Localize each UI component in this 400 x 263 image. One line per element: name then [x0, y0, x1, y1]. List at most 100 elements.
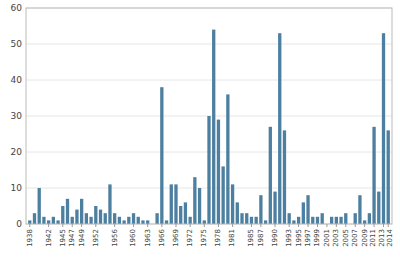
bar	[80, 199, 83, 224]
x-tick	[336, 224, 337, 227]
x-tick-label: 1949	[78, 229, 86, 247]
bar	[387, 130, 390, 224]
x-tick-label: 2011	[369, 229, 377, 247]
bar	[89, 217, 92, 224]
grid-line	[26, 80, 392, 81]
bar	[75, 210, 78, 224]
bar	[288, 213, 291, 224]
bar	[160, 87, 163, 224]
bar	[245, 213, 248, 224]
x-tick-label: 1993	[285, 229, 293, 247]
x-tick-label: 1999	[313, 229, 321, 247]
y-tick-label: 30	[11, 111, 23, 121]
bar	[85, 213, 88, 224]
x-tick-label: 1960	[129, 229, 137, 247]
x-tick	[95, 224, 96, 227]
bar	[71, 217, 74, 224]
x-tick	[114, 224, 115, 227]
bar	[264, 220, 267, 224]
bar	[155, 213, 158, 224]
y-tick-label: 10	[11, 183, 23, 193]
bars	[28, 30, 390, 224]
x-tick-label: 2009	[361, 229, 369, 247]
x-tick-label: 1956	[111, 228, 119, 246]
x-tick-label: 1972	[186, 229, 194, 247]
x-tick-label: 1952	[92, 229, 100, 247]
bar	[99, 210, 102, 224]
bar	[339, 217, 342, 224]
x-tick	[161, 224, 162, 227]
x-tick	[204, 224, 205, 227]
x-tick	[298, 224, 299, 227]
bar	[33, 213, 36, 224]
bar	[259, 195, 262, 224]
x-tick	[275, 224, 276, 227]
bar	[184, 202, 187, 224]
bar	[335, 217, 338, 224]
bar	[358, 195, 361, 224]
bar	[42, 217, 45, 224]
bar	[94, 206, 97, 224]
bar	[344, 213, 347, 224]
bar	[278, 33, 281, 224]
x-tick-label: 1995	[295, 229, 303, 247]
y-tick-label: 40	[11, 75, 23, 85]
y-tick-label: 20	[11, 147, 23, 157]
bar	[311, 217, 314, 224]
bar	[207, 116, 210, 224]
bar	[212, 30, 215, 224]
bar	[377, 192, 380, 224]
bar	[52, 217, 55, 224]
bar	[297, 217, 300, 224]
x-tick-label: 2001	[323, 229, 331, 247]
bar	[321, 213, 324, 224]
x-tick	[364, 224, 365, 227]
x-tick-label: 1945	[59, 229, 67, 247]
bar	[137, 217, 140, 224]
x-tick	[29, 224, 30, 227]
bar	[302, 202, 305, 224]
x-tick-label: 1942	[45, 229, 53, 247]
y-grid	[26, 8, 392, 224]
bar	[122, 220, 125, 224]
grid-line	[26, 44, 392, 45]
bar	[203, 220, 206, 224]
x-tick	[190, 224, 191, 227]
y-tick-label: 0	[16, 219, 22, 229]
x-tick	[260, 224, 261, 227]
bar	[104, 213, 107, 224]
bar	[236, 202, 239, 224]
y-tick-label: 50	[11, 39, 23, 49]
x-tick-label: 1990	[271, 229, 279, 247]
bar	[240, 213, 243, 224]
x-tick	[317, 224, 318, 227]
bar	[56, 220, 59, 224]
x-tick-label: 1987	[257, 229, 265, 247]
bar	[226, 94, 229, 224]
bar	[368, 213, 371, 224]
x-tick	[48, 224, 49, 227]
bar	[273, 192, 276, 224]
x-tick	[388, 224, 389, 227]
x-tick	[175, 224, 176, 227]
bar	[198, 188, 201, 224]
x-tick-label: 2014	[386, 228, 394, 246]
bar	[292, 220, 295, 224]
bar	[165, 220, 168, 224]
bar	[269, 127, 272, 224]
x-tick	[326, 224, 327, 227]
bar	[217, 120, 220, 224]
bar	[118, 217, 121, 224]
plot-frame	[26, 8, 392, 224]
x-tick	[355, 224, 356, 227]
x-tick-label: 1975	[200, 229, 208, 247]
x-tick-label: 1938	[26, 229, 34, 247]
bar	[188, 217, 191, 224]
bar	[255, 217, 258, 224]
bar	[113, 213, 116, 224]
x-tick	[383, 224, 384, 227]
bar	[382, 33, 385, 224]
x-tick	[81, 224, 82, 227]
x-tick	[308, 224, 309, 227]
bar	[354, 213, 357, 224]
